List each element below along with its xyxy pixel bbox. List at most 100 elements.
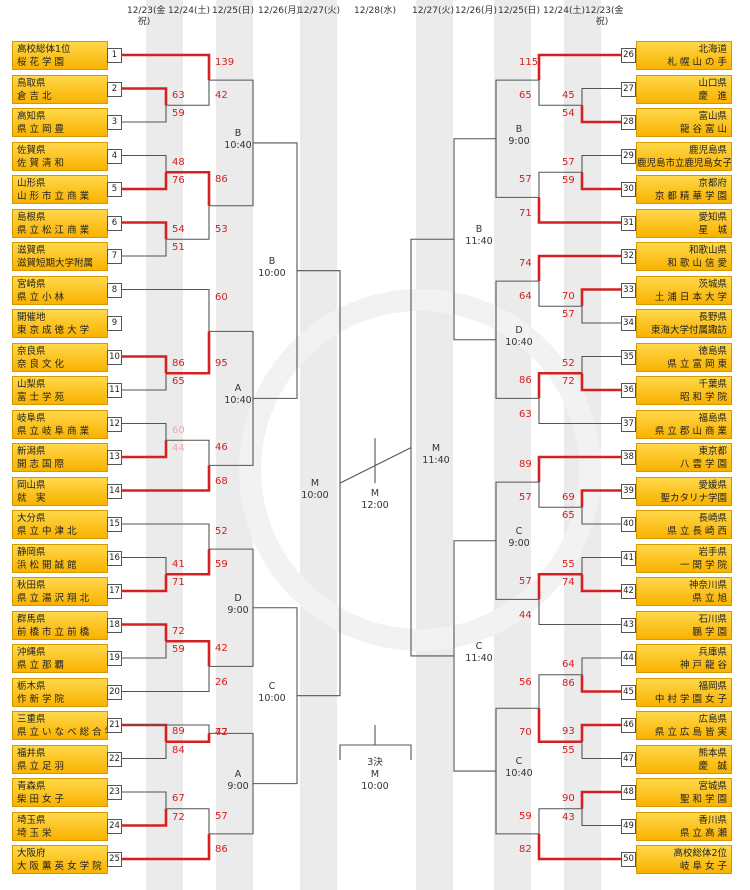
team-box-right: 京都府京 都 精 華 学 園 bbox=[636, 175, 732, 204]
court-label: B bbox=[268, 255, 276, 267]
team-box-left: 奈良県奈 良 文 化 bbox=[12, 342, 108, 372]
round-label: B 10:40 bbox=[215, 128, 261, 152]
date-label: 12/24 bbox=[168, 6, 194, 16]
team-name: 県 立 岡 豊 bbox=[17, 124, 65, 135]
team-box-right: 広島県県 立 広 島 皆 実 bbox=[636, 711, 732, 740]
score: 44 bbox=[519, 609, 532, 621]
team-box-left: 福井県県 立 足 羽 bbox=[12, 744, 108, 774]
team-prefecture: 埼玉県 bbox=[17, 814, 46, 826]
time-label: 10:40 bbox=[505, 768, 533, 780]
score: 57 bbox=[519, 576, 532, 588]
team-prefecture: 山形県 bbox=[17, 178, 46, 189]
time-label: 12:00 bbox=[361, 500, 389, 512]
score: 89 bbox=[172, 726, 185, 737]
team-name: 県 立 い な べ 総 合 学 園 bbox=[17, 727, 107, 738]
team-name: 札 幌 山 の 手 bbox=[667, 57, 727, 68]
court-label: B bbox=[234, 127, 242, 139]
round-label-third: 3決 M 10:00 bbox=[352, 757, 398, 793]
team-prefecture: 石川県 bbox=[698, 613, 727, 625]
team-box-left: 岐阜県県 立 岐 阜 商 業 bbox=[12, 409, 108, 439]
seed-number: 47 bbox=[621, 751, 636, 767]
round-label: B 11:40 bbox=[456, 224, 502, 248]
team-prefecture: 大阪府 bbox=[17, 848, 46, 859]
team-prefecture: 奈良県 bbox=[17, 345, 46, 357]
seed-number: 40 bbox=[621, 517, 636, 532]
date-label: 12/26 bbox=[455, 6, 481, 16]
round-label-final: M 12:00 bbox=[352, 488, 398, 512]
team-name: 聖 和 学 園 bbox=[679, 794, 727, 805]
team-prefecture: 岡山県 bbox=[17, 479, 46, 491]
score: 84 bbox=[172, 744, 185, 756]
seed-number: 46 bbox=[621, 718, 636, 733]
seed-number: 6 bbox=[107, 215, 122, 231]
date-header: 12/27(火) bbox=[298, 6, 340, 17]
seed-number: 49 bbox=[621, 818, 636, 834]
score: 65 bbox=[172, 376, 185, 387]
date-header: 12/26(月) bbox=[455, 6, 497, 17]
team-prefecture: 青森県 bbox=[17, 781, 46, 792]
team-prefecture: 東京都 bbox=[698, 446, 727, 457]
date-column-stripe bbox=[494, 0, 531, 890]
seed-number: 22 bbox=[107, 751, 122, 767]
team-name: 東海大学付属諏訪 bbox=[650, 325, 727, 336]
team-prefecture: 兵庫県 bbox=[698, 647, 727, 658]
team-box-left: 埼玉県埼 玉 栄 bbox=[12, 811, 108, 841]
seed-number: 38 bbox=[621, 450, 636, 465]
seed-number: 7 bbox=[107, 249, 122, 264]
team-name: 県 立 松 江 商 業 bbox=[17, 224, 90, 236]
round-label: M 10:00 bbox=[292, 478, 338, 502]
date-header: 12/23(金祝) bbox=[585, 6, 623, 28]
team-prefecture: 長野県 bbox=[698, 312, 727, 323]
score: 57 bbox=[519, 492, 532, 504]
team-box-right: 北海道札 幌 山 の 手 bbox=[636, 41, 732, 70]
seed-number: 39 bbox=[621, 483, 636, 499]
team-box-right: 福島県県 立 郡 山 商 業 bbox=[636, 409, 732, 439]
team-name: 県 立 足 羽 bbox=[17, 760, 65, 772]
team-prefecture: 新潟県 bbox=[17, 446, 46, 457]
team-prefecture: 千葉県 bbox=[698, 379, 727, 390]
seed-number: 17 bbox=[107, 584, 122, 599]
score: 26 bbox=[215, 676, 228, 688]
day-label: (月) bbox=[283, 6, 300, 16]
seed-number: 37 bbox=[621, 416, 636, 432]
seed-number: 29 bbox=[621, 148, 636, 164]
seed-number: 12 bbox=[107, 416, 122, 432]
team-box-left: 山梨県富 士 学 苑 bbox=[12, 376, 108, 405]
team-prefecture: 山梨県 bbox=[17, 379, 46, 390]
seed-number: 19 bbox=[107, 651, 122, 666]
team-box-right: 熊本県慶 誠 bbox=[636, 744, 732, 774]
team-prefecture: 岐阜県 bbox=[17, 412, 46, 424]
team-name: 奈 良 文 化 bbox=[17, 358, 65, 370]
day-label: (日) bbox=[237, 6, 254, 16]
score: 63 bbox=[172, 89, 185, 101]
round-label: C 10:00 bbox=[249, 681, 295, 705]
team-prefecture: 沖縄県 bbox=[17, 647, 46, 658]
team-name: 京 都 精 華 学 園 bbox=[654, 191, 727, 202]
team-box-left: 沖縄県県 立 那 覇 bbox=[12, 644, 108, 673]
team-name: 岐 阜 女 子 bbox=[679, 861, 727, 872]
team-box-right: 長崎県県 立 長 崎 西 bbox=[636, 510, 732, 539]
date-label: 12/23 bbox=[585, 6, 611, 16]
day-label: (金祝) bbox=[595, 6, 624, 27]
team-prefecture: 高校総体2位 bbox=[673, 848, 727, 859]
court-label: M bbox=[431, 442, 441, 454]
score: 57 bbox=[519, 174, 532, 186]
score: 51 bbox=[172, 242, 185, 253]
score: 72 bbox=[172, 811, 185, 823]
date-header: 12/25(日) bbox=[212, 6, 254, 17]
team-box-left: 高知県県 立 岡 豊 bbox=[12, 108, 108, 137]
team-name: 星 城 bbox=[698, 224, 727, 236]
team-name: 浜 松 開 誠 館 bbox=[17, 559, 77, 571]
team-prefecture: 高校総体1位 bbox=[17, 44, 71, 55]
team-prefecture: 鹿児島県 bbox=[688, 144, 727, 156]
time-label: 9:00 bbox=[508, 135, 530, 147]
team-box-right: 愛知県星 城 bbox=[636, 208, 732, 238]
team-prefecture: 栃木県 bbox=[17, 680, 46, 692]
team-box-right: 富山県龍 谷 富 山 bbox=[636, 108, 732, 137]
team-box-left: 新潟県開 志 国 際 bbox=[12, 443, 108, 472]
score: 93 bbox=[562, 726, 575, 737]
seed-number: 5 bbox=[107, 182, 122, 197]
team-name: 県 立 長 崎 西 bbox=[667, 526, 727, 537]
seed-number: 27 bbox=[621, 81, 636, 97]
score: 72 bbox=[562, 376, 575, 387]
